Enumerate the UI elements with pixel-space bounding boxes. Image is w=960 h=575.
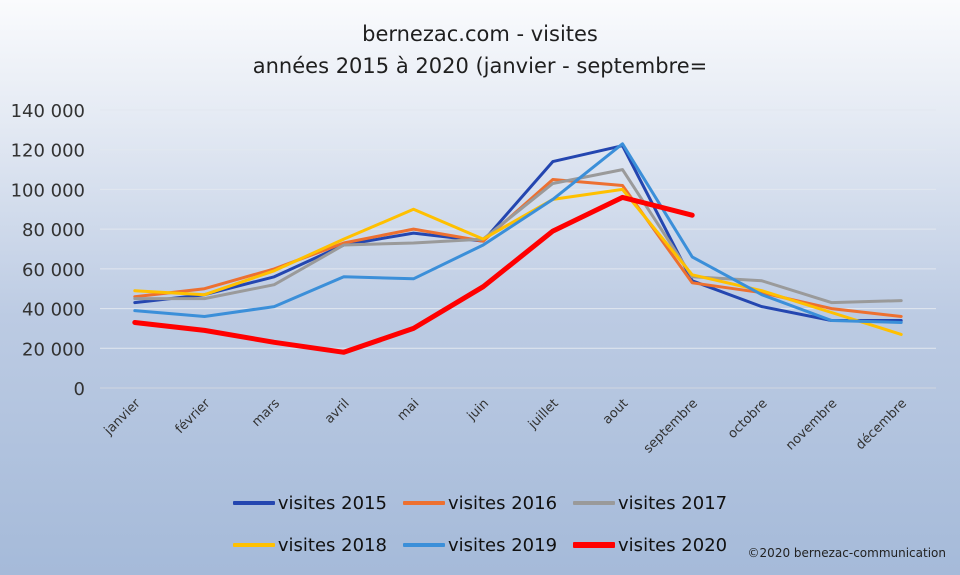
x-tick-label: mars	[249, 396, 283, 430]
gridlines	[100, 109, 936, 389]
legend-swatch	[232, 543, 275, 547]
y-tick-label: 0	[74, 379, 85, 400]
y-tick-label: 40 000	[22, 300, 85, 321]
x-tick-label: mai	[395, 396, 423, 424]
legend-label: visites 2018	[277, 534, 387, 556]
legend-row-2: visites 2018 visites 2019 visites 2020	[0, 530, 960, 560]
x-axis-ticks: janvier février mars avril mai juin juillet aou…	[101, 396, 910, 457]
x-tick-label: septembre	[641, 396, 701, 456]
chart-subtitle: années 2015 à 2020 (janvier - septembre=	[252, 54, 708, 78]
series-line-visites-2015	[133, 144, 903, 322]
x-tick-label: juin	[464, 396, 492, 424]
x-tick-label: décembre	[853, 396, 910, 453]
y-tick-label: 60 000	[22, 260, 85, 281]
series-lines	[132, 142, 903, 355]
legend-item: visites 2015	[232, 492, 387, 514]
y-tick-label: 80 000	[22, 220, 85, 241]
legend-label: visites 2016	[447, 492, 558, 514]
x-tick-label: novembre	[783, 396, 840, 453]
y-axis-ticks: 0 20 000 40 000 60 000 80 000 100 000 120 000 1…	[11, 101, 85, 400]
y-tick-label: 140 000	[11, 101, 85, 122]
legend-swatch	[573, 501, 616, 505]
legend-item: visites 2018	[232, 534, 387, 556]
series-line-visites-2020	[132, 194, 695, 355]
legend-swatch	[402, 543, 445, 547]
series-line-visites-2019	[133, 142, 903, 324]
chart-title: bernezac.com - visites	[362, 22, 598, 46]
copyright-text: ©2020 bernezac-communication	[747, 546, 946, 560]
x-tick-label: avril	[322, 396, 353, 427]
legend-label: visites 2017	[618, 492, 728, 514]
series-line-visites-2018	[133, 187, 903, 336]
y-tick-label: 120 000	[11, 141, 85, 162]
legend-label: visites 2019	[447, 534, 558, 556]
x-tick-label: janvier	[101, 396, 144, 439]
x-tick-label: aout	[600, 396, 631, 427]
chart-title-block: bernezac.com - visites années 2015 à 202…	[0, 18, 960, 82]
series-line-visites-2017	[133, 168, 903, 305]
legend-item: visites 2016	[402, 492, 558, 514]
legend-row-1: visites 2015 visites 2016 visites 2017	[0, 488, 960, 518]
legend-swatch	[573, 542, 616, 548]
y-tick-label: 100 000	[11, 180, 85, 201]
legend-swatch	[232, 501, 275, 505]
legend-label: visites 2020	[618, 534, 728, 556]
legend-label: visites 2015	[277, 492, 387, 514]
x-tick-label: octobre	[725, 396, 771, 442]
x-tick-label: février	[173, 396, 214, 437]
legend-item: visites 2019	[402, 534, 558, 556]
legend-item: visites 2020	[573, 535, 727, 556]
y-tick-label: 20 000	[22, 339, 85, 360]
legend-swatch	[402, 501, 445, 505]
legend-item: visites 2017	[573, 493, 727, 514]
x-tick-label: juillet	[525, 396, 562, 433]
